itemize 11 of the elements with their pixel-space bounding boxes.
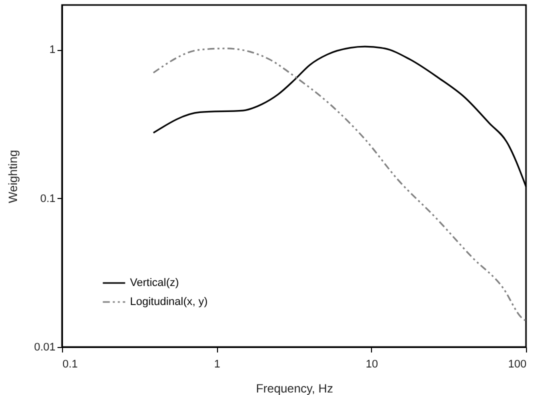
legend-label: Logitudinal(x, y) (130, 296, 208, 308)
y-tick-label: 0.01 (34, 342, 56, 354)
x-tick-label: 1 (214, 358, 220, 370)
x-axis-title: Frequency, Hz (256, 382, 334, 395)
x-tick-label: 0.1 (62, 358, 78, 370)
y-tick-label: 0.1 (40, 192, 56, 205)
y-axis-title: Weighting (6, 150, 20, 204)
x-tick-label: 100 (508, 358, 526, 370)
legend-label: Vertical(z) (130, 277, 179, 289)
y-tick-label: 1 (49, 44, 56, 56)
x-tick-label: 10 (366, 358, 378, 370)
